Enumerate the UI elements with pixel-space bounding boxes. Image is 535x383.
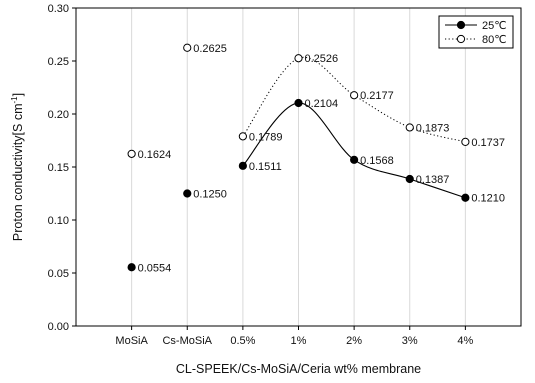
data-label-80-0-5: 0.1789 bbox=[249, 131, 283, 143]
x-tick-label-0-5: 0.5% bbox=[230, 335, 255, 347]
data-point-80-1 bbox=[294, 54, 303, 63]
data-label-80-1: 0.2526 bbox=[305, 53, 339, 65]
y-tick-label: 0.25 bbox=[48, 56, 69, 68]
data-label-80-4: 0.1737 bbox=[471, 137, 505, 149]
x-axis-title: CL-SPEEK/Cs-MoSiA/Ceria wt% membrane bbox=[176, 362, 421, 376]
y-tick-label: 0.30 bbox=[48, 3, 69, 15]
data-label-25-1: 0.2104 bbox=[305, 98, 339, 110]
series-line-25 bbox=[242, 102, 466, 199]
y-axis-title: Proton conductivity[S cm-1] bbox=[10, 93, 25, 241]
data-point-80-3 bbox=[405, 123, 414, 132]
legend-label-80: 80℃ bbox=[482, 34, 507, 46]
legend-label-25: 25℃ bbox=[482, 20, 507, 32]
data-point-25-2 bbox=[350, 155, 359, 164]
x-tick-label-3: 3% bbox=[402, 335, 418, 347]
data-point-25-4 bbox=[461, 193, 470, 202]
data-label-80-2: 0.2177 bbox=[360, 90, 394, 102]
x-tick-label-1: 1% bbox=[291, 335, 307, 347]
data-labels: 0.0554 0.1250 0.1511 0.2104 0.1568 0.1387 0.12… bbox=[138, 43, 505, 275]
legend-marker-80 bbox=[456, 34, 466, 44]
data-point-25-0-5 bbox=[238, 161, 247, 170]
data-label-25-3: 0.1387 bbox=[416, 174, 450, 186]
data-point-80-4 bbox=[461, 137, 470, 146]
data-label-80-mosia: 0.1624 bbox=[138, 149, 172, 161]
x-tick-label-cs-mosia: Cs-MoSiA bbox=[162, 335, 212, 347]
legend: 25℃80℃ bbox=[438, 15, 514, 49]
data-point-25-1 bbox=[294, 98, 303, 108]
data-label-25-0-5: 0.1511 bbox=[249, 161, 282, 173]
data-point-80-mosia bbox=[127, 149, 136, 158]
data-point-80-2 bbox=[350, 91, 359, 100]
data-point-80-cs-mosia bbox=[183, 43, 192, 52]
data-label-25-cs-mosia: 0.1250 bbox=[193, 189, 227, 201]
y-tick-label: 0.15 bbox=[48, 162, 69, 174]
data-label-80-3: 0.1873 bbox=[416, 122, 450, 134]
legend-box bbox=[438, 15, 514, 49]
y-tick-label: 0.00 bbox=[48, 321, 69, 333]
y-tick-label: 0.05 bbox=[48, 268, 69, 280]
data-point-25-cs-mosia bbox=[183, 189, 192, 198]
x-axis-ticks: MoSiA Cs-MoSiA 0.5% 1% 2% 3% 4% bbox=[115, 326, 474, 347]
data-point-25-3 bbox=[405, 174, 414, 184]
y-tick-label: 0.20 bbox=[48, 109, 69, 121]
x-tick-label-2: 2% bbox=[346, 335, 362, 347]
x-tick-label-4: 4% bbox=[457, 335, 473, 347]
y-axis-ticks: 0.00 0.05 0.10 0.15 0.20 0.25 0.30 bbox=[48, 3, 76, 333]
data-label-25-4: 0.1210 bbox=[471, 193, 505, 205]
data-label-25-2: 0.1568 bbox=[360, 155, 394, 167]
legend-marker-25 bbox=[456, 20, 466, 30]
data-label-25-mosia: 0.0554 bbox=[138, 262, 172, 274]
x-tick-label-mosia: MoSiA bbox=[115, 335, 148, 347]
data-points bbox=[127, 43, 470, 272]
data-point-25-mosia bbox=[127, 263, 136, 272]
y-tick-label: 0.10 bbox=[48, 215, 69, 227]
data-point-80-0-5 bbox=[238, 132, 247, 141]
data-label-80-cs-mosia: 0.2625 bbox=[193, 43, 227, 55]
